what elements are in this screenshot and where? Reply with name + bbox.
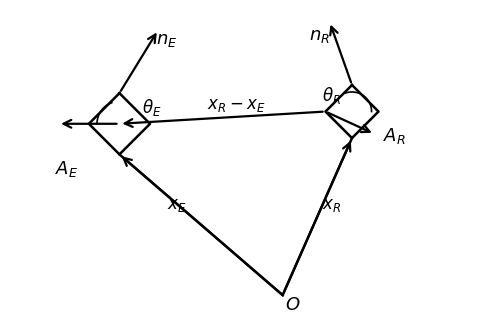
Text: $A_E$: $A_E$ [55,159,78,179]
Text: $O$: $O$ [285,296,300,314]
Text: $\theta_R$: $\theta_R$ [322,85,341,106]
Text: $x_R$: $x_R$ [322,197,341,214]
Text: $\theta_E$: $\theta_E$ [142,97,162,118]
Text: $x_R-x_E$: $x_R-x_E$ [206,97,265,114]
Text: $n_R$: $n_R$ [309,27,330,45]
Text: $n_E$: $n_E$ [156,31,177,49]
Text: $x_E$: $x_E$ [167,197,186,214]
Text: $A_R$: $A_R$ [384,126,406,146]
